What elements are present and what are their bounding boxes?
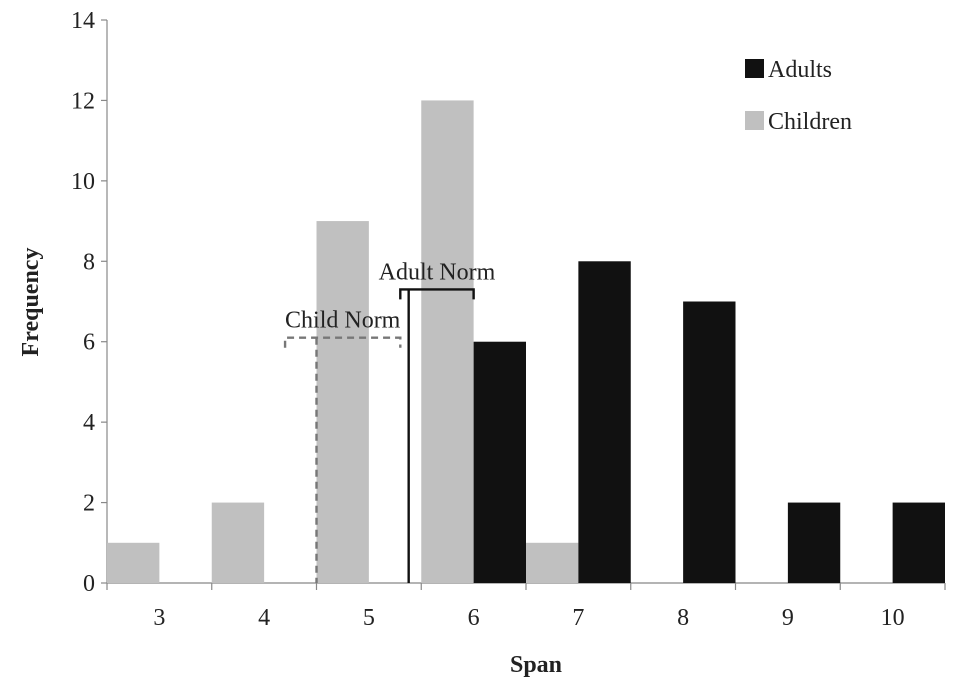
legend-swatch-children [745, 111, 764, 130]
bar-adults-7 [578, 261, 631, 583]
x-tick-label: 4 [258, 605, 270, 631]
norm-annotations: Child Norm Adult Norm [283, 259, 496, 583]
legend-label-adults: Adults [768, 57, 832, 83]
x-tick-label: 9 [782, 605, 794, 631]
bar-adults-6 [473, 341, 526, 583]
bar-children-7 [526, 542, 579, 583]
x-axis: 3 4 5 6 7 8 9 10 [106, 582, 946, 631]
y-tick-label: 12 [71, 88, 95, 114]
y-tick-label: 8 [83, 249, 95, 275]
y-tick-label: 4 [83, 410, 95, 436]
x-tick-label: 6 [468, 605, 480, 631]
x-tick-label: 8 [677, 605, 689, 631]
bar-children-5 [316, 221, 369, 584]
legend: Adults Children [745, 57, 852, 135]
y-tick-label: 0 [83, 571, 95, 597]
legend-label-children: Children [768, 109, 852, 135]
child-norm-label: Child Norm [285, 308, 401, 334]
x-tick-label: 10 [881, 605, 905, 631]
bar-children-4 [211, 502, 265, 583]
child-norm-bracket [283, 336, 402, 348]
y-tick-label: 6 [83, 330, 95, 356]
y-tick-label: 2 [83, 491, 95, 517]
x-axis-title: Span [510, 652, 562, 678]
bar-children-6 [421, 100, 474, 583]
bar-adults-10 [892, 502, 945, 583]
bars [107, 100, 945, 584]
bar-children-3 [107, 542, 160, 583]
x-tick-label: 5 [363, 605, 375, 631]
adult-norm-bracket [399, 288, 475, 300]
adult-norm-label: Adult Norm [379, 259, 496, 285]
y-axis: 0 2 4 6 8 10 12 14 [71, 8, 108, 597]
bar-adults-9 [787, 502, 841, 583]
x-tick-label: 3 [153, 605, 165, 631]
bar-adults-8 [683, 301, 736, 583]
y-tick-label: 14 [71, 8, 95, 34]
x-tick-label: 7 [572, 605, 584, 631]
legend-swatch-adults [745, 59, 764, 78]
y-tick-label: 10 [71, 169, 95, 195]
y-axis-title: Frequency [18, 248, 44, 357]
